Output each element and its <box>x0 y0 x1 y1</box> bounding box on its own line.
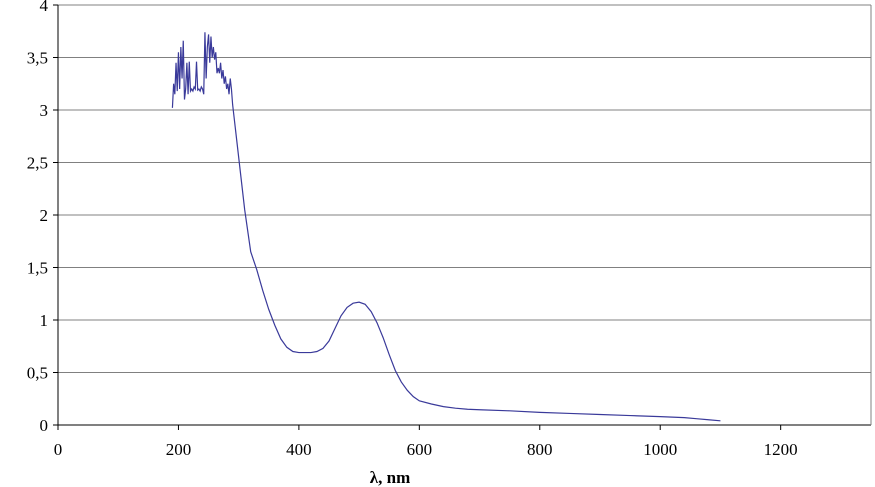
x-tick-label-5: 1000 <box>643 440 677 459</box>
y-tick-label-7: 3,5 <box>27 49 48 68</box>
x-tick-label-4: 800 <box>527 440 553 459</box>
x-tick-label-6: 1200 <box>764 440 798 459</box>
y-tick-label-4: 2 <box>40 206 49 225</box>
x-tick-label-3: 600 <box>407 440 433 459</box>
y-tick-label-3: 1,5 <box>27 259 48 278</box>
y-tick-label-5: 2,5 <box>27 154 48 173</box>
spectrum-line <box>171 32 721 422</box>
y-tick-label-6: 3 <box>40 101 49 120</box>
y-tick-label-1: 0,5 <box>27 364 48 383</box>
y-tick-label-2: 1 <box>40 311 49 330</box>
y-tick-label-0: 0 <box>40 416 49 435</box>
x-tick-label-1: 200 <box>166 440 192 459</box>
x-tick-labels: 0 200 400 600 800 1000 1200 <box>54 440 798 459</box>
x-tick-label-0: 0 <box>54 440 63 459</box>
y-tick-labels: 0 0,5 1 1,5 2 2,5 3 3,5 4 <box>27 0 49 435</box>
y-tick-label-8: 4 <box>40 0 49 15</box>
grid-lines <box>58 4 871 373</box>
x-axis-title: λ, nm <box>370 468 410 487</box>
axes <box>53 4 872 430</box>
x-tick-label-2: 400 <box>286 440 312 459</box>
